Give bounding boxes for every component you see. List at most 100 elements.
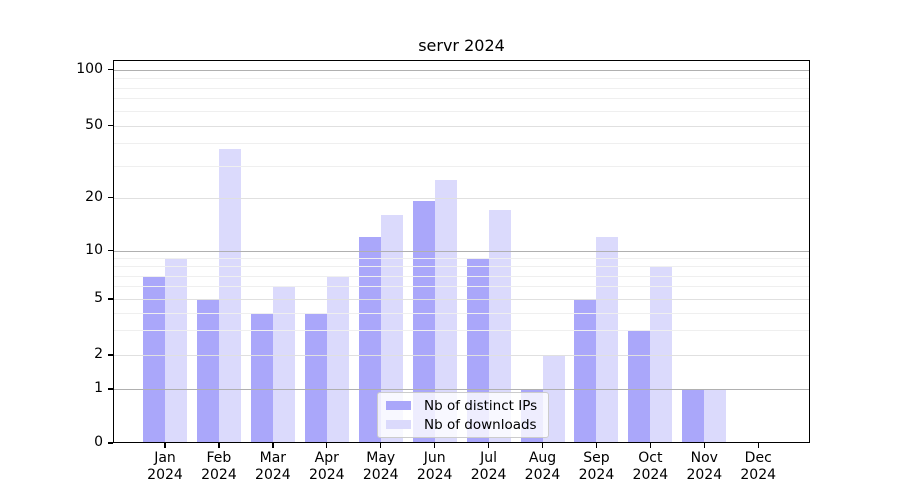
x-tick (487, 443, 490, 448)
bar-distinct-ips (358, 236, 381, 443)
y-tick (108, 250, 113, 252)
legend-swatch-downloads (386, 420, 411, 429)
bar-distinct-ips (682, 389, 705, 443)
x-tick-label: Dec 2024 (728, 450, 788, 484)
minor-gridline (113, 266, 810, 268)
bar-downloads (434, 179, 457, 443)
y-tick (108, 388, 113, 390)
legend: Nb of distinct IPs Nb of downloads (377, 392, 549, 438)
minor-gridline (113, 78, 810, 79)
x-tick-year: 2024 (578, 467, 615, 483)
x-tick-label: Sep 2024 (566, 450, 626, 484)
x-tick-year: 2024 (362, 467, 399, 483)
x-tick (595, 443, 598, 448)
bar-distinct-ips (250, 312, 273, 443)
x-tick-year: 2024 (524, 467, 561, 483)
x-tick (649, 443, 652, 448)
minor-gridline (113, 330, 810, 332)
legend-swatch-distinct-ips (386, 401, 411, 410)
gridline (113, 197, 810, 199)
bar-downloads (380, 214, 403, 443)
y-tick (108, 298, 113, 300)
y-tick-label: 2 (94, 346, 103, 362)
bar-downloads (596, 236, 619, 443)
bar-downloads (488, 209, 511, 443)
decade-gridline (113, 69, 810, 71)
x-tick-year: 2024 (740, 467, 777, 483)
bar-downloads (272, 286, 295, 443)
bar-downloads (650, 266, 673, 443)
x-tick (272, 443, 274, 448)
chart-title: servr 2024 (418, 36, 505, 55)
x-tick-year: 2024 (686, 467, 723, 483)
y-tick (108, 442, 113, 444)
minor-gridline (113, 87, 810, 89)
x-tick-year: 2024 (470, 467, 507, 483)
bar-downloads (218, 149, 241, 443)
y-tick (108, 354, 113, 356)
x-tick-year: 2024 (308, 467, 345, 483)
x-tick-label: Feb 2024 (189, 450, 249, 484)
y-tick-label: 0 (94, 434, 103, 450)
x-tick-label: Apr 2024 (297, 450, 357, 484)
x-tick (326, 443, 328, 448)
x-tick-year: 2024 (255, 467, 291, 483)
x-tick-label: Jun 2024 (405, 450, 465, 484)
x-tick (757, 443, 759, 448)
bar-distinct-ips (628, 330, 651, 443)
decade-gridline (113, 250, 810, 252)
x-tick-label: Mar 2024 (243, 450, 303, 484)
x-tick-year: 2024 (632, 467, 669, 483)
decade-gridline (113, 389, 810, 390)
gridline (113, 125, 810, 127)
y-tick (108, 68, 113, 71)
minor-gridline (113, 98, 810, 100)
bar-distinct-ips (304, 312, 327, 443)
legend-label-downloads: Nb of downloads (424, 416, 537, 433)
x-tick-year: 2024 (147, 467, 183, 483)
bar-downloads (326, 275, 349, 443)
legend-row-downloads: Nb of downloads (378, 416, 548, 433)
y-tick-label: 1 (94, 380, 103, 396)
x-tick-year: 2024 (201, 467, 237, 483)
minor-gridline (113, 165, 810, 167)
x-tick (433, 443, 436, 448)
minor-gridline (113, 286, 810, 288)
x-tick (703, 443, 705, 448)
bar-distinct-ips (574, 299, 597, 443)
bar-distinct-ips (412, 201, 435, 443)
bar-downloads (165, 258, 187, 443)
y-tick (108, 124, 113, 127)
minor-gridline (113, 110, 810, 112)
minor-gridline (113, 258, 810, 260)
minor-gridline (113, 275, 810, 277)
legend-label-distinct-ips: Nb of distinct IPs (424, 397, 538, 414)
gridline (113, 355, 810, 356)
y-tick-label: 10 (85, 241, 103, 258)
minor-gridline (113, 143, 810, 145)
legend-row-distinct-ips: Nb of distinct IPs (378, 397, 548, 414)
gridline (113, 299, 810, 300)
minor-gridline (113, 312, 810, 314)
y-tick (108, 196, 113, 199)
y-tick-label: 100 (76, 60, 103, 77)
x-tick-label: Oct 2024 (620, 450, 680, 484)
x-tick (380, 443, 382, 448)
x-tick-label: Nov 2024 (674, 450, 734, 484)
bar-distinct-ips (196, 299, 219, 443)
plot-area (113, 60, 810, 443)
x-tick-label: Jul 2024 (459, 450, 519, 484)
bar-downloads (704, 389, 727, 443)
y-tick-label: 5 (94, 290, 103, 306)
y-tick-label: 20 (85, 188, 103, 205)
x-tick (218, 443, 220, 448)
x-tick-label: May 2024 (351, 450, 411, 484)
x-tick-label: Jan 2024 (135, 450, 195, 484)
x-tick-label: Aug 2024 (513, 450, 573, 484)
x-tick (541, 443, 544, 448)
x-tick (164, 443, 166, 448)
y-tick-label: 50 (85, 116, 103, 133)
x-tick-year: 2024 (416, 467, 453, 483)
bar-distinct-ips (143, 275, 165, 443)
